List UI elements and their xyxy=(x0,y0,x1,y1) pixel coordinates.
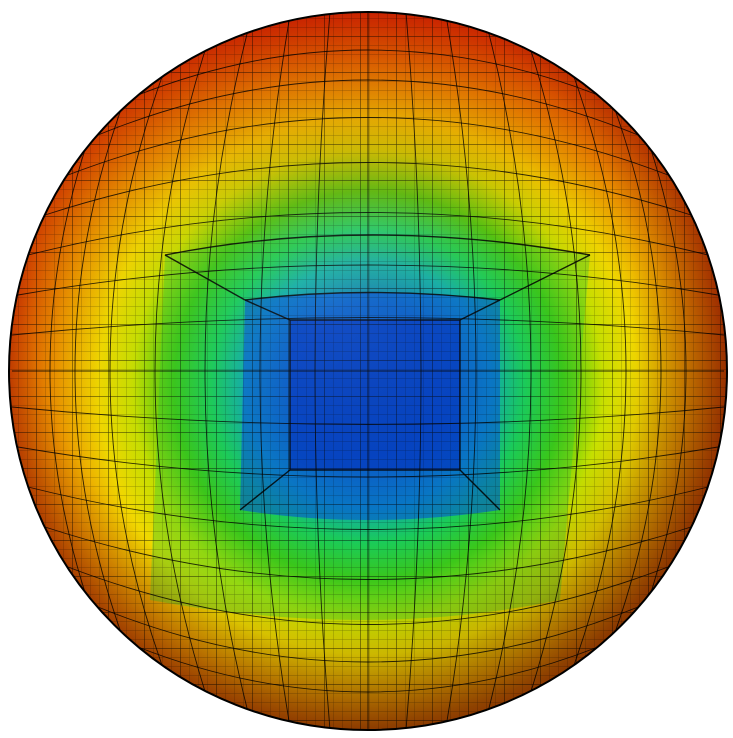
sphere-surface xyxy=(0,0,733,738)
mesh-sphere-render xyxy=(0,0,733,738)
